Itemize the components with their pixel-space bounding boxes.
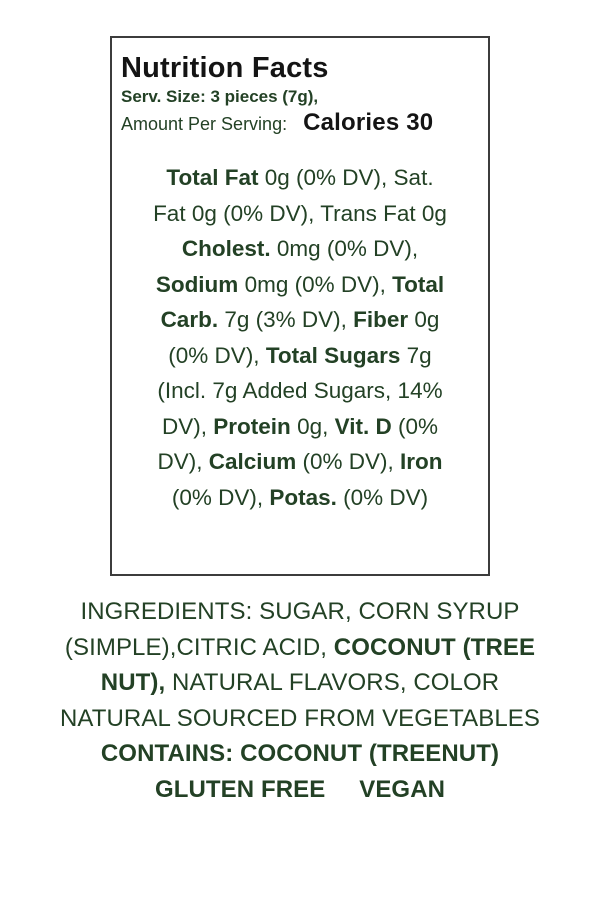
text-line: (0% DV), Potas. (0% DV): [171, 484, 429, 510]
nutrition-facts-box: Nutrition Facts Serv. Size: 3 pieces (7g…: [110, 36, 490, 576]
text-line: GLUTEN FREE VEGAN: [154, 775, 446, 803]
text-line: NUT), NATURAL FLAVORS, COLOR: [100, 669, 500, 696]
text-line: CONTAINS: COCONUT (TREENUT): [100, 740, 500, 767]
amount-per-serving-row: Amount Per Serving: Calories 30: [121, 109, 479, 138]
calories-value: Calories 30: [303, 109, 434, 136]
text-line: Fat 0g (0% DV), Trans Fat 0g: [153, 200, 447, 226]
text-line: Carb. 7g (3% DV), Fiber 0g: [160, 307, 440, 332]
text-line: (SIMPLE),CITRIC ACID, COCONUT (TREE: [64, 633, 536, 661]
text-line: (0% DV), Total Sugars 7g: [168, 342, 432, 368]
text-line: DV), Protein 0g, Vit. D (0%: [162, 413, 438, 439]
text-line: NATURAL SOURCED FROM VEGETABLES: [59, 704, 541, 732]
text-line: INGREDIENTS: SUGAR, CORN SYRUP: [80, 598, 520, 625]
text-line: (Incl. 7g Added Sugars, 14%: [157, 378, 443, 403]
nutrition-facts-title: Nutrition Facts: [121, 52, 329, 84]
text-line: Cholest. 0mg (0% DV),: [181, 236, 419, 261]
text-line: Total Fat 0g (0% DV), Sat.: [166, 165, 434, 190]
nutrient-details-text: Total Fat 0g (0% DV), Sat. Fat 0g (0% DV)…: [121, 160, 479, 515]
text-line: DV), Calcium (0% DV), Iron: [157, 449, 443, 474]
amount-per-serving-label: Amount Per Serving:: [121, 114, 288, 134]
text-line: Sodium 0mg (0% DV), Total: [155, 271, 445, 297]
ingredients-text: INGREDIENTS: SUGAR, CORN SYRUP (SIMPLE),C…: [0, 594, 600, 807]
serving-size-text: Serv. Size: 3 pieces (7g),: [121, 87, 319, 106]
